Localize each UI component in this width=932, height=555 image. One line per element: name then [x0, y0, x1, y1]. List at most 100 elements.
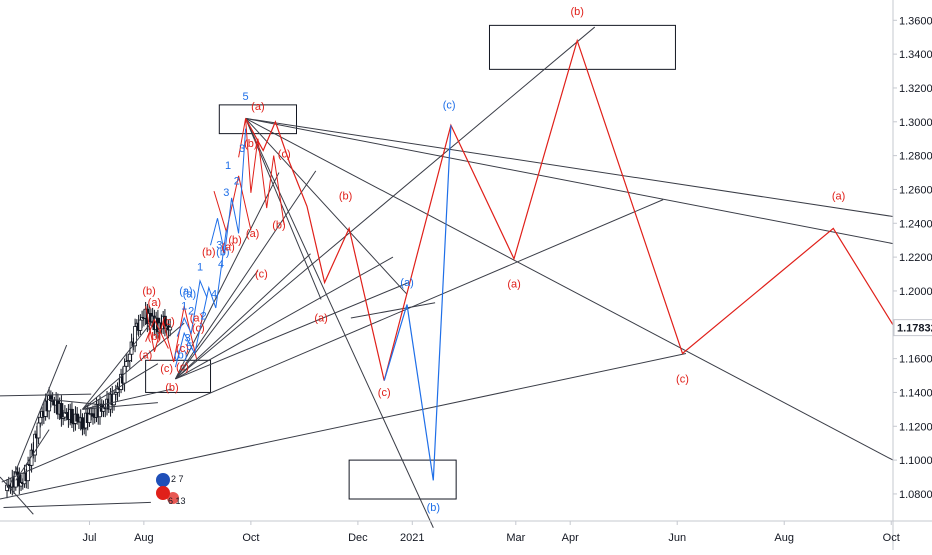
wave-label: 3 — [216, 240, 222, 252]
symbol-badge[interactable]: 2 7 6 13 — [156, 473, 186, 506]
wave-label: (a) — [221, 241, 234, 253]
price-tick-label: 1.14000 — [899, 387, 932, 399]
red-subwave[interactable] — [145, 318, 169, 349]
wave-label: (a) — [148, 297, 161, 309]
blue-subwave[interactable] — [210, 128, 247, 254]
trend-line[interactable] — [10, 344, 68, 484]
trend-line[interactable] — [245, 118, 408, 295]
wave-label: 5 — [243, 91, 249, 103]
price-tick-label: 1.32000 — [899, 83, 932, 95]
wave-label: 1 — [197, 262, 203, 274]
price-tick-label: 1.22000 — [899, 252, 932, 264]
candle-body — [26, 464, 30, 482]
trend-line[interactable] — [15, 429, 50, 481]
target-box[interactable] — [145, 359, 212, 393]
badge-top: 2 7 — [171, 474, 184, 484]
price-tick-label: 1.24000 — [899, 218, 932, 230]
trend-line[interactable] — [245, 117, 894, 218]
flag-eu-icon — [156, 473, 170, 487]
price-tick-label: 1.08000 — [899, 489, 932, 501]
time-tick-label: Jul — [82, 532, 96, 544]
trend-line[interactable] — [82, 402, 158, 410]
wave-label: (b) — [570, 6, 583, 18]
candle-body — [38, 416, 43, 424]
trend-line[interactable] — [3, 501, 151, 508]
red-subwave[interactable] — [238, 118, 285, 226]
blue-subwave[interactable] — [176, 278, 208, 337]
time-tick-label: Aug — [134, 532, 154, 544]
red-wave-path[interactable] — [245, 38, 894, 381]
price-tick-label: 1.20000 — [899, 286, 932, 298]
wave-label: (c) — [676, 373, 689, 385]
trend-line[interactable] — [0, 353, 687, 500]
trend-line[interactable] — [175, 253, 311, 380]
candle-body — [124, 361, 129, 367]
time-tick-label: 2021 — [400, 532, 424, 544]
wave-label: (b) — [339, 191, 352, 203]
wave-label: (b) — [272, 219, 285, 231]
trend-lines — [0, 26, 894, 528]
wave-label: (a) — [139, 350, 152, 362]
candle-body — [87, 413, 92, 423]
trend-line[interactable] — [82, 388, 173, 410]
trend-line[interactable] — [245, 118, 434, 528]
trend-line[interactable] — [1, 199, 664, 483]
blue-subwave[interactable] — [174, 230, 227, 368]
wave-label: 2 — [234, 175, 240, 187]
wave-label: (b) — [142, 285, 155, 297]
target-box[interactable] — [488, 24, 676, 70]
wave-label: (c) — [192, 323, 205, 335]
price-tick-label: 1.30000 — [899, 117, 932, 129]
wave-label: 3 — [239, 143, 245, 155]
flag-us-icon — [156, 486, 170, 500]
candle-body — [168, 326, 173, 331]
wave-label: (b) — [228, 235, 241, 247]
trend-line[interactable] — [245, 117, 894, 461]
red-subwave[interactable] — [145, 306, 197, 363]
trend-line[interactable] — [175, 270, 259, 380]
price-tick-label: 1.28000 — [899, 151, 932, 163]
trend-line[interactable] — [175, 26, 596, 380]
wave-label: (a) — [183, 289, 196, 301]
blue-wave-path[interactable] — [383, 125, 452, 481]
candle-body — [70, 408, 74, 424]
wave-label: (c) — [176, 343, 189, 355]
candle-body — [80, 417, 85, 430]
target-boxes — [145, 24, 676, 500]
trend-line[interactable] — [0, 393, 92, 397]
trend-line[interactable] — [82, 316, 157, 410]
wave-label: 1 — [181, 301, 187, 313]
trend-line[interactable] — [175, 282, 409, 380]
price-tick-label: 1.36000 — [899, 15, 932, 27]
target-box[interactable] — [218, 104, 297, 135]
trend-line[interactable] — [0, 476, 34, 515]
wave-label: 3 — [185, 333, 191, 345]
time-tick-label: Dec — [348, 532, 368, 544]
wave-label: (c) — [160, 363, 173, 375]
trend-line[interactable] — [175, 170, 317, 380]
wave-label: (a) — [179, 285, 192, 297]
price-tick-label: 1.34000 — [899, 49, 932, 61]
candle-body — [59, 403, 64, 419]
wave-label: (b) — [427, 502, 440, 514]
wave-label: (c) — [378, 387, 391, 399]
trend-line[interactable] — [245, 118, 322, 300]
trend-line[interactable] — [350, 302, 436, 319]
trend-line[interactable] — [175, 256, 394, 380]
trend-line[interactable] — [82, 363, 159, 410]
time-tick-label: Apr — [562, 532, 579, 544]
wave-label: (a) — [314, 312, 327, 324]
trend-line[interactable] — [245, 117, 894, 245]
wave-label: (a) — [190, 312, 203, 324]
current-price-label: 1.17832 — [897, 323, 932, 335]
trend-line[interactable] — [47, 398, 97, 405]
price-tick-label: 1.26000 — [899, 184, 932, 196]
time-tick-label: Oct — [883, 532, 900, 544]
wave-label: (b) — [244, 138, 257, 150]
candle-body — [36, 422, 41, 439]
wave-label: (a) — [246, 228, 259, 240]
